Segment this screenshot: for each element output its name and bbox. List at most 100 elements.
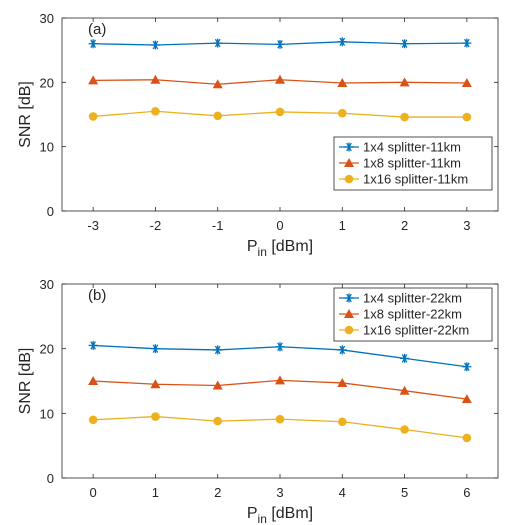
legend-entry: 1x16 splitter-22km [363,323,469,338]
legend-entry: 1x8 splitter-11km [363,156,461,171]
data-point-shape [400,425,409,434]
data-point [275,74,285,84]
data-point [213,111,223,121]
legend-marker-shape [344,174,354,184]
data-point-shape [337,77,348,87]
data-point [150,74,161,84]
data-point-shape [399,385,410,395]
data-point [213,38,223,48]
legend-marker [344,293,354,303]
data-point [212,380,223,390]
x-tick-label: 2 [401,218,408,233]
y-tick-label: 10 [40,406,54,421]
data-point [88,376,99,385]
data-point [150,344,160,354]
x-tick-label: 1 [152,485,159,500]
data-point-shape [461,394,472,404]
y-tick-label: 10 [40,140,54,155]
data-point [462,38,472,48]
data-point [88,415,98,425]
legend-entry: 1x8 splitter-22km [363,307,462,322]
data-point [275,375,285,385]
data-point [399,77,410,87]
data-point [462,112,472,122]
data-point [275,414,285,424]
data-point-shape [150,74,161,84]
y-tick-label: 20 [40,75,54,90]
x-tick-label: 5 [401,485,408,500]
data-point-shape [462,112,472,122]
data-point-shape [213,416,223,426]
data-point [88,39,98,49]
x-tick-label: 3 [463,218,470,233]
data-point-shape [88,112,98,121]
data-point-shape [150,379,161,389]
data-point-shape [88,415,98,425]
data-point-shape [462,433,472,443]
data-point-shape [337,108,347,118]
data-point [462,362,472,372]
data-point-shape [275,414,285,424]
legend-marker [344,158,354,167]
y-axis-label: SNR [dB] [17,81,34,148]
x-tick-label: -1 [212,218,224,233]
data-point-shape [400,112,409,122]
panel-label: (a) [88,21,106,38]
legend-marker [344,174,354,184]
data-point [462,433,472,443]
legend-marker-shape [344,309,354,318]
legend-entry: 1x16 splitter-11km [363,172,468,187]
x-tick-label: 4 [339,485,346,500]
x-axis-label-sub: in [258,512,267,525]
data-point [275,39,285,49]
data-point [337,108,347,118]
x-axis-label-sub: in [258,245,267,259]
data-point [150,379,161,389]
data-point-shape [399,77,410,87]
data-point [400,353,410,363]
x-tick-label: 0 [276,218,283,233]
data-point [213,345,223,355]
data-point-shape [461,77,472,87]
data-point [275,342,285,352]
legend-marker-shape [344,325,354,335]
y-axis-label: SNR [dB] [17,348,34,415]
x-tick-label: 3 [276,485,283,500]
x-axis-label-main: P [247,238,258,255]
data-point-shape [212,79,223,89]
data-point [337,417,347,427]
data-point [88,112,98,121]
data-point [400,425,409,434]
chart-panel-b: 0 1 2 3 4 5 6 0 10 20 30 SNR [dB] Pin [dBm] (b) 1x4 sp… [17,277,499,525]
data-point [88,75,99,85]
x-axis-label-main: P [247,505,258,522]
x-axis-label-unit: [dBm] [267,505,313,522]
x-tick-label: 1 [339,218,346,233]
data-point-shape [151,106,160,116]
x-axis-label-unit: [dBm] [267,238,313,255]
legend-entry: 1x4 splitter-11km [363,140,461,155]
x-tick-label: -2 [150,218,162,233]
y-tick-label: 0 [47,204,54,219]
x-tick-label: 2 [214,485,221,500]
data-point [151,412,160,421]
data-point-shape [337,377,348,387]
legend-marker [344,325,354,335]
legend-box [333,136,493,191]
x-tick-label: 0 [90,485,97,500]
data-point [88,340,98,350]
legend-box [333,287,493,342]
data-point [337,37,347,47]
data-point [275,107,285,117]
data-point [337,77,348,87]
data-point-shape [213,111,223,121]
panel-label: (b) [88,287,106,304]
legend-entry: 1x4 splitter-22km [363,291,462,306]
data-point-shape [275,74,285,84]
data-point [399,385,410,395]
data-point-shape [275,375,285,385]
data-point [400,39,410,49]
